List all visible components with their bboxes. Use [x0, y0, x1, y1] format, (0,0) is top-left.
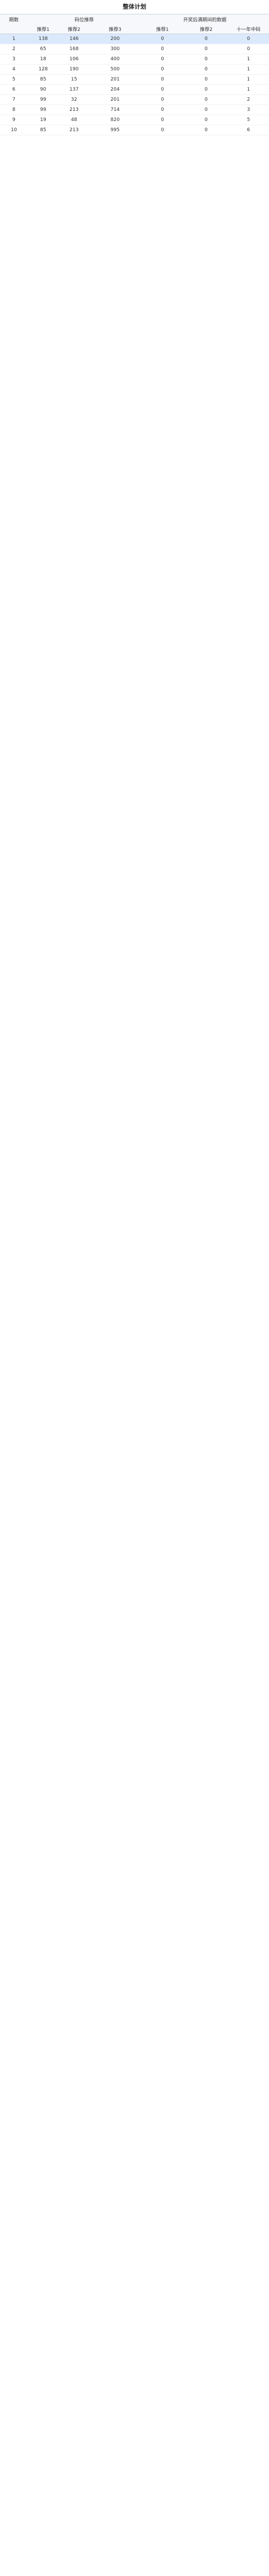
table-row: 8 99 213 714 0 0 3: [0, 105, 269, 115]
table-cell: 201: [110, 97, 120, 102]
table-cell: 2: [12, 46, 15, 52]
table-row: 10 85 213 995 0 0 6: [0, 125, 269, 135]
table-cell: 65: [40, 46, 46, 52]
table-cell: 300: [110, 46, 120, 52]
table-cell: 128: [38, 67, 48, 72]
table-cell: 138: [38, 36, 48, 42]
col-rec3-label: 推荐3: [109, 27, 121, 33]
table-cell: 0: [161, 46, 164, 52]
table-row: 6 90 137 204 0 0 1: [0, 85, 269, 95]
table-cell: 200: [110, 36, 120, 42]
table-cell: 48: [71, 117, 77, 123]
table-cell: 995: [110, 127, 120, 133]
col-hit-label: 十一年中码: [236, 27, 260, 33]
table-cell: 820: [110, 117, 120, 123]
table-cell: 1: [247, 77, 250, 82]
table-cell: 6: [247, 127, 250, 133]
table-cell: 5: [12, 77, 15, 82]
table-cell: 137: [69, 87, 79, 92]
group-right-label: 开奖后满期间的数据: [183, 17, 226, 23]
table-header: 期数 码位推荐 开奖后满期间的数据 推荐1 推荐2 推荐3 推荐1 推荐2 十一…: [0, 14, 269, 34]
table-cell: 190: [69, 67, 79, 72]
table-cell: 0: [161, 36, 164, 42]
table-cell: 204: [110, 87, 120, 92]
table-cell: 0: [247, 36, 250, 42]
table-cell: 5: [247, 117, 250, 123]
table-row: 3 18 106 400 0 0 1: [0, 54, 269, 65]
table-cell: 0: [161, 87, 164, 92]
table-cell: 213: [69, 127, 79, 133]
table-cell: 0: [161, 97, 164, 102]
table-cell: 2: [247, 97, 250, 102]
table-row: 7 99 32 201 0 0 2: [0, 95, 269, 105]
table-row: 5 85 15 201 0 0 1: [0, 75, 269, 85]
table-cell: 400: [110, 57, 120, 62]
table-row: 4 128 190 500 0 0 1: [0, 65, 269, 75]
col-after1-label: 推荐1: [156, 27, 169, 33]
table-cell: 0: [161, 77, 164, 82]
table-cell: 99: [40, 97, 46, 102]
table-cell: 0: [205, 127, 208, 133]
table-cell: 18: [40, 57, 46, 62]
col-rec2-label: 推荐2: [68, 27, 80, 33]
table-row: 2 65 168 300 0 0 0: [0, 44, 269, 54]
table-cell: 99: [40, 107, 46, 113]
table-cell: 201: [110, 77, 120, 82]
table-cell: 0: [161, 57, 164, 62]
table-cell: 7: [12, 97, 15, 102]
table-cell: 0: [205, 117, 208, 123]
table-cell: 0: [161, 67, 164, 72]
table-cell: 6: [12, 87, 15, 92]
table-cell: 32: [71, 97, 77, 102]
table-cell: 4: [12, 67, 15, 72]
table-cell: 0: [161, 117, 164, 123]
data-table: 1 138 146 200 0 0 0 2 65 168 300 0 0 0 3 18 106 400 0 0 1 4 12…: [0, 34, 269, 135]
table-cell: 500: [110, 67, 120, 72]
table-cell: 0: [205, 87, 208, 92]
table-cell: 0: [205, 77, 208, 82]
table-cell: 90: [40, 87, 46, 92]
table-row: 9 19 48 820 0 0 5: [0, 115, 269, 125]
table-cell: 3: [12, 57, 15, 62]
col-after2-label: 推荐2: [200, 27, 213, 33]
table-cell: 106: [69, 57, 79, 62]
table-cell: 146: [69, 36, 79, 42]
table-cell: 19: [40, 117, 46, 123]
page-title: 整体计划: [123, 3, 146, 10]
col-period-label: 期数: [9, 17, 19, 23]
table-cell: 1: [12, 36, 15, 42]
table-cell: 0: [205, 46, 208, 52]
table-cell: 0: [247, 46, 250, 52]
table-cell: 168: [69, 46, 79, 52]
table-cell: 0: [205, 97, 208, 102]
table-cell: 3: [247, 107, 250, 113]
table-cell: 1: [247, 87, 250, 92]
table-row: 1 138 146 200 0 0 0: [0, 34, 269, 44]
table-cell: 1: [247, 57, 250, 62]
table-cell: 213: [69, 107, 79, 113]
table-cell: 0: [205, 107, 208, 113]
table-cell: 0: [161, 107, 164, 113]
table-cell: 714: [110, 107, 120, 113]
table-cell: 85: [40, 127, 46, 133]
table-cell: 0: [205, 36, 208, 42]
group-left-label: 码位推荐: [74, 17, 94, 23]
table-cell: 8: [12, 107, 15, 113]
table-cell: 0: [205, 67, 208, 72]
table-cell: 10: [11, 127, 17, 133]
table-cell: 0: [161, 127, 164, 133]
table-cell: 15: [71, 77, 77, 82]
col-rec1-label: 推荐1: [37, 27, 50, 33]
table-cell: 85: [40, 77, 46, 82]
table-cell: 1: [247, 67, 250, 72]
table-cell: 0: [205, 57, 208, 62]
table-cell: 9: [12, 117, 15, 123]
